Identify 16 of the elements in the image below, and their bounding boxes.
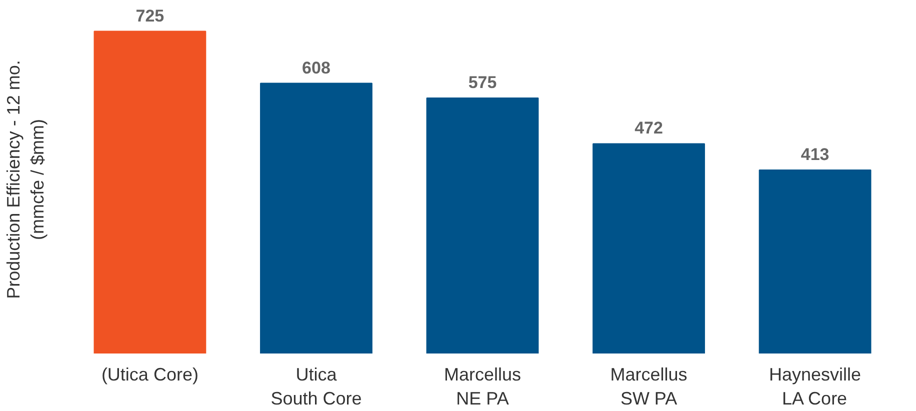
x-tick-label: Utica South Core — [270, 364, 362, 408]
data-label: 725 — [136, 6, 164, 26]
y-axis-title: Production Efficiency - 12 mo. (mmcfe / $mm) — [4, 60, 48, 299]
bar — [758, 169, 872, 354]
data-label: 575 — [468, 72, 497, 92]
data-label: 608 — [302, 58, 330, 78]
x-tick-label: Marcellus SW PA — [610, 364, 688, 408]
data-label: 413 — [800, 144, 830, 164]
bar — [426, 97, 539, 354]
bar — [592, 143, 705, 354]
bar — [94, 30, 206, 354]
data-label: 472 — [634, 118, 663, 138]
x-tick-label: Haynesville LA Core — [769, 364, 862, 408]
x-tick-label: (Utica Core) — [101, 364, 198, 384]
bar — [260, 82, 372, 354]
x-tick-label: Marcellus NE PA — [444, 364, 522, 408]
